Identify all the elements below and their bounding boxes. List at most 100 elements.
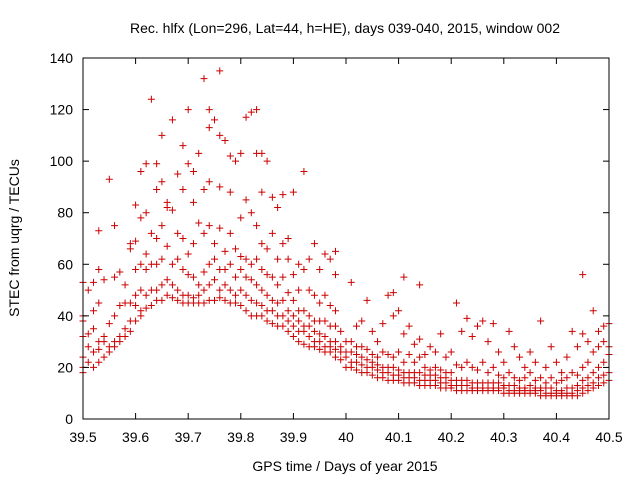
- data-point: [573, 343, 581, 351]
- data-point: [253, 281, 261, 289]
- data-point: [552, 358, 560, 366]
- data-point: [105, 175, 113, 183]
- data-point: [168, 281, 176, 289]
- data-point: [90, 348, 98, 356]
- data-point: [84, 286, 92, 294]
- data-point: [363, 356, 371, 364]
- data-point: [500, 374, 508, 382]
- data-point: [421, 351, 429, 359]
- data-point: [568, 327, 576, 335]
- data-point: [247, 260, 255, 268]
- data-point: [295, 286, 303, 294]
- data-point: [579, 376, 587, 384]
- data-point: [237, 302, 245, 310]
- data-point: [458, 363, 466, 371]
- data-point: [558, 376, 566, 384]
- data-point: [232, 245, 240, 253]
- data-point: [142, 304, 150, 312]
- data-point: [579, 330, 587, 338]
- data-point: [263, 317, 271, 325]
- data-point: [100, 353, 108, 361]
- data-point: [95, 345, 103, 353]
- data-point: [353, 358, 361, 366]
- data-point: [484, 338, 492, 346]
- data-point: [410, 358, 418, 366]
- data-point: [189, 167, 197, 175]
- data-point: [247, 108, 255, 116]
- data-point: [158, 281, 166, 289]
- data-point: [379, 348, 387, 356]
- data-point: [247, 276, 255, 284]
- x-tick-label: 39.8: [227, 429, 254, 445]
- data-point: [279, 312, 287, 320]
- data-point: [452, 361, 460, 369]
- data-point: [284, 307, 292, 315]
- data-point: [331, 247, 339, 255]
- data-point: [568, 384, 576, 392]
- data-point: [232, 291, 240, 299]
- data-point: [189, 198, 197, 206]
- data-point: [232, 299, 240, 307]
- data-point: [221, 296, 229, 304]
- data-point: [310, 240, 318, 248]
- data-point: [331, 271, 339, 279]
- data-point: [95, 358, 103, 366]
- data-point: [326, 302, 334, 310]
- x-tick-labels: 39.5 39.6 39.7 39.8 39.9 40 40.1 40.2 40.3 40.4 40…: [69, 429, 622, 445]
- data-point: [600, 371, 608, 379]
- data-point: [153, 260, 161, 268]
- data-point: [200, 75, 208, 83]
- data-point: [600, 322, 608, 330]
- data-point: [410, 340, 418, 348]
- data-point: [463, 314, 471, 322]
- data-point: [121, 332, 129, 340]
- data-point: [168, 116, 176, 124]
- data-point: [305, 312, 313, 320]
- data-point: [573, 381, 581, 389]
- data-point: [400, 273, 408, 281]
- y-axis-title: STEC from uqrg / TECUs: [6, 159, 22, 317]
- data-point: [289, 271, 297, 279]
- data-point: [474, 322, 481, 330]
- data-point: [558, 387, 566, 395]
- data-point: [284, 235, 292, 242]
- data-point: [263, 157, 271, 165]
- data-point: [316, 265, 324, 273]
- data-point: [237, 149, 245, 157]
- data-point: [142, 160, 150, 168]
- data-point: [258, 302, 266, 310]
- data-point: [510, 374, 518, 382]
- data-point: [158, 296, 166, 304]
- data-point: [353, 366, 361, 374]
- data-point: [316, 299, 324, 307]
- data-point: [405, 322, 413, 330]
- data-point: [537, 374, 545, 382]
- data-point: [132, 317, 140, 325]
- data-point: [531, 376, 539, 384]
- data-point: [200, 286, 208, 294]
- data-point: [584, 338, 592, 346]
- data-point: [242, 307, 250, 315]
- data-point: [258, 188, 266, 196]
- y-tick-label: 120: [50, 102, 74, 118]
- data-point: [431, 363, 439, 371]
- data-point: [526, 369, 534, 377]
- data-point: [242, 291, 250, 299]
- data-point: [347, 338, 355, 346]
- data-point: [321, 291, 329, 299]
- data-point: [211, 296, 218, 304]
- data-point: [316, 345, 324, 353]
- y-tick-label: 0: [65, 411, 73, 427]
- data-point: [142, 265, 150, 273]
- data-point: [284, 289, 292, 297]
- data-point: [600, 338, 608, 346]
- data-point: [189, 240, 197, 248]
- data-point: [226, 188, 234, 196]
- data-point: [137, 307, 145, 315]
- data-point: [126, 240, 134, 248]
- x-tick-label: 40.4: [543, 429, 570, 445]
- data-point: [516, 353, 524, 361]
- data-point: [363, 296, 371, 304]
- data-point: [174, 255, 182, 263]
- data-point: [289, 188, 297, 196]
